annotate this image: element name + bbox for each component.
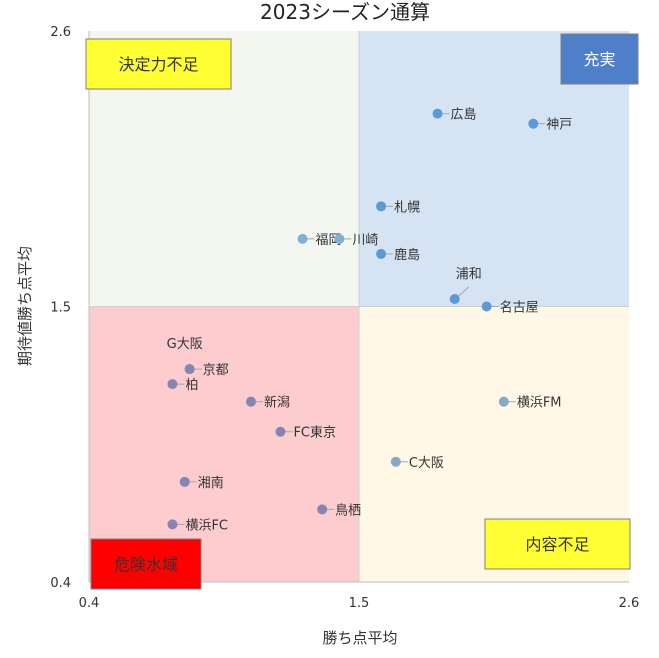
data-point (246, 396, 256, 407)
data-point (334, 233, 345, 244)
data-point-label: C大阪 (409, 456, 444, 471)
quadrant-label-top-right: 充実 (583, 50, 615, 69)
data-point (317, 504, 328, 515)
label-leader (458, 286, 470, 297)
quadrant-label-box-top-left (85, 38, 232, 90)
data-point-label: 川崎 (352, 233, 378, 248)
data-point (167, 519, 178, 530)
quadrant-label-bottom-left: 危険水域 (114, 555, 178, 574)
data-point-label: 新潟 (264, 395, 290, 411)
x-axis-label: 勝ち点平均 (322, 629, 397, 647)
data-point (390, 456, 401, 467)
data-point (167, 379, 178, 390)
data-point-label: 名古屋 (500, 300, 539, 316)
data-point (275, 426, 286, 437)
data-point-label: 札幌 (394, 199, 420, 215)
x-tick-label: 2.6 (619, 596, 640, 611)
data-point (297, 233, 308, 244)
data-point-label: 横浜FM (517, 396, 562, 411)
y-tick-label: 2.6 (50, 25, 71, 40)
quadrant-bottom-left (89, 306, 359, 582)
quadrant-label-top-left: 決定力不足 (118, 55, 198, 74)
data-point-label: 柏 (185, 378, 198, 393)
data-point-label: 鳥栖 (335, 503, 361, 518)
x-tick-label: 0.4 (79, 596, 100, 611)
y-tick-label: 0.4 (50, 576, 71, 591)
y-tick-label: 1.5 (50, 301, 71, 316)
chart-title: 2023シーズン通算 (260, 0, 430, 24)
data-point-label: 浦和 (456, 267, 482, 282)
data-point-label: 広島 (451, 108, 477, 123)
data-point-label: 横浜FC (185, 518, 228, 533)
data-point (184, 364, 195, 375)
data-point (498, 396, 509, 407)
data-point-label: 神戸 (546, 118, 572, 133)
quadrant-label-bottom-right: 内容不足 (525, 535, 589, 554)
quadrant-label-box-bottom-right (484, 518, 631, 570)
x-tick-label: 1.5 (349, 596, 370, 611)
data-point (376, 201, 387, 212)
data-point-label: 鹿島 (394, 247, 420, 263)
data-point (179, 476, 190, 487)
axis-ticks: 0.4 1.5 2.6 0.4 1.5 2.6 (50, 25, 639, 611)
data-point (432, 108, 443, 119)
data-point (449, 293, 460, 304)
y-axis-label: 期待値勝ち点平均 (16, 246, 34, 366)
data-point-label: 湘南 (198, 475, 224, 491)
data-point-label: G大阪 (167, 337, 203, 352)
data-point-label: 京都 (203, 363, 229, 378)
quadrant-label-box-top-right (560, 33, 639, 85)
data-point-label: FC東京 (293, 425, 336, 441)
data-point (376, 248, 387, 259)
data-point (481, 301, 492, 312)
quadrant-label-box-bottom-left (90, 538, 202, 590)
data-point (528, 118, 539, 129)
